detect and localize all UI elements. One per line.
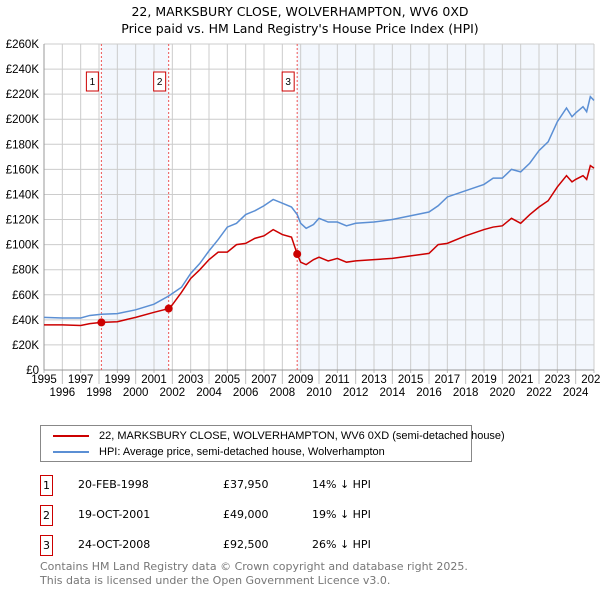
y-tick-label: £100K [6, 240, 40, 252]
chart-subtitle: Price paid vs. HM Land Registry's House … [121, 21, 479, 36]
y-tick-label: £160K [6, 164, 40, 176]
x-tick-label: 1996 [50, 387, 76, 399]
price-chart: 1995199619971998199920002001200220032004… [6, 39, 600, 399]
x-tick-label: 2019 [471, 374, 497, 386]
x-tick-label: 2008 [270, 387, 296, 399]
y-tick-label: £0 [26, 365, 39, 377]
property-price-line [44, 164, 595, 327]
shaded-period [297, 44, 594, 370]
y-tick-label: £140K [6, 189, 40, 201]
x-tick-label: 2009 [288, 374, 314, 386]
footer-copyright: Contains HM Land Registry data © Crown c… [40, 560, 468, 573]
y-tick-label: £40K [12, 315, 39, 327]
sale-marker-label: 2 [157, 77, 163, 88]
sale-point [293, 250, 302, 259]
y-tick-label: £180K [6, 139, 40, 151]
x-tick-label: 2025 [581, 374, 600, 386]
date: 19-OCT-2001 [78, 508, 151, 521]
x-tick-label: 2018 [453, 387, 479, 399]
x-tick-label: 2007 [251, 374, 277, 386]
x-tick-label: 2016 [416, 387, 442, 399]
price: £49,000 [223, 508, 269, 521]
x-tick-label: 2024 [563, 387, 589, 399]
x-tick-label: 2013 [361, 374, 387, 386]
sale-marker-box [153, 71, 167, 92]
footer-licence: This data is licensed under the Open Gov… [40, 574, 391, 587]
x-tick-label: 2002 [160, 387, 186, 399]
date: 24-OCT-2008 [78, 538, 151, 551]
legend-label: HPI: Average price, semi-detached house,… [99, 446, 385, 458]
hpi-diff: 19% ↓ HPI [312, 508, 371, 521]
date: 20-FEB-1998 [78, 478, 149, 491]
x-tick-label: 2003 [178, 374, 204, 386]
hpi-diff: 26% ↓ HPI [312, 538, 371, 551]
x-tick-label: 1995 [31, 374, 57, 386]
legend-item-property: 22, MARKSBURY CLOSE, WOLVERHAMPTON, WV6 … [53, 429, 505, 443]
y-tick-label: £80K [12, 265, 39, 277]
x-tick-label: 2011 [325, 374, 350, 386]
sale-marker-label: 1 [90, 77, 96, 88]
y-tick-label: £60K [12, 290, 39, 302]
x-tick-label: 1999 [105, 374, 131, 386]
x-tick-label: 2021 [508, 374, 534, 386]
x-tick-label: 2001 [141, 374, 167, 386]
x-tick-label: 2022 [526, 387, 552, 399]
y-tick-label: £240K [6, 64, 40, 76]
sale-marker-label: 3 [285, 77, 291, 88]
hpi-line [43, 95, 595, 319]
x-tick-label: 2004 [196, 387, 222, 399]
x-tick-label: 2020 [490, 387, 516, 399]
x-tick-label: 2015 [398, 374, 424, 386]
price: £37,950 [223, 478, 269, 491]
shaded-period [101, 44, 169, 370]
sale-marker-box [85, 71, 99, 92]
sale-marker-box [281, 71, 295, 92]
x-tick-label: 2012 [343, 387, 369, 399]
x-tick-label: 2014 [380, 387, 406, 399]
x-tick-label: 2017 [435, 374, 461, 386]
sale-point [164, 304, 173, 313]
marker-badge: 2 [40, 505, 53, 526]
y-tick-label: £200K [6, 114, 40, 126]
x-tick-label: 1997 [68, 374, 94, 386]
x-tick-label: 2010 [306, 387, 332, 399]
legend-swatch [53, 435, 89, 437]
legend-swatch [53, 451, 89, 453]
y-tick-label: £260K [6, 39, 40, 51]
marker-badge: 1 [40, 475, 53, 496]
sale-point [97, 318, 106, 327]
y-tick-label: £220K [6, 89, 40, 101]
y-tick-label: £120K [6, 215, 40, 227]
y-tick-label: £20K [12, 340, 39, 352]
x-tick-label: 2023 [545, 374, 571, 386]
x-tick-label: 2000 [123, 387, 149, 399]
x-tick-label: 2005 [215, 374, 241, 386]
hpi-diff: 14% ↓ HPI [312, 478, 371, 491]
x-tick-label: 2006 [233, 387, 259, 399]
legend: 22, MARKSBURY CLOSE, WOLVERHAMPTON, WV6 … [40, 425, 505, 462]
legend-label: 22, MARKSBURY CLOSE, WOLVERHAMPTON, WV6 … [99, 430, 505, 442]
marker-badge: 3 [40, 535, 53, 556]
chart-title: 22, MARKSBURY CLOSE, WOLVERHAMPTON, WV6 … [131, 4, 469, 19]
price: £92,500 [223, 538, 269, 551]
x-tick-label: 1998 [86, 387, 112, 399]
legend-item-hpi: HPI: Average price, semi-detached house,… [53, 445, 385, 459]
